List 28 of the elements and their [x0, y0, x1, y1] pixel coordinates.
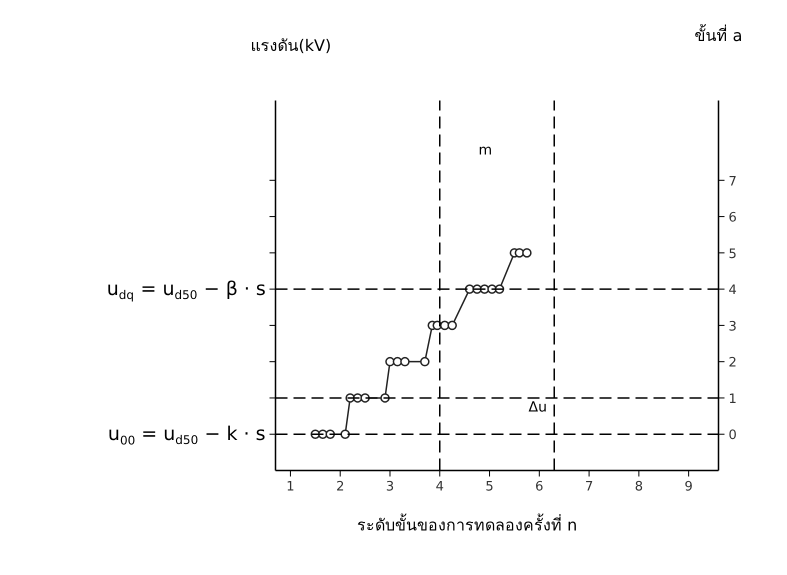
- x-tick-label: 8: [634, 480, 644, 494]
- y-tick-label: 1: [728, 392, 737, 407]
- x-tick-label: 4: [436, 480, 444, 494]
- point: [400, 356, 410, 366]
- y-tick-label: 3: [728, 319, 737, 334]
- annotation: m: [478, 142, 492, 158]
- x-tick-label: 3: [386, 480, 394, 494]
- x-tick-label: 7: [584, 480, 594, 494]
- y-tick-label: 2: [728, 356, 737, 371]
- x-tick-label: 2: [336, 480, 344, 494]
- x-tick-label: 1: [286, 480, 295, 494]
- point: [447, 320, 457, 330]
- x-axis-title: ระดับขั้นของการทดลองครั้งที่ n: [357, 514, 578, 534]
- y-tick-label: 7: [728, 174, 737, 190]
- point: [340, 429, 350, 439]
- x-tick-label: 5: [485, 480, 494, 494]
- point: [522, 248, 532, 258]
- annotation: Δu: [528, 400, 547, 416]
- x-tick-label: 6: [535, 480, 544, 494]
- y-tick-label: 6: [728, 210, 737, 226]
- point: [420, 356, 430, 366]
- x-tick-label: 9: [684, 480, 693, 494]
- y2-axis-title: ขั้นที่ a: [694, 24, 742, 45]
- point: [385, 356, 395, 366]
- y-tick-label: 0: [728, 428, 737, 444]
- y-tick-label: 5: [728, 246, 737, 262]
- y-axis-title: แรงดัน(kV): [250, 36, 332, 55]
- y-tick-label: 4: [728, 283, 737, 298]
